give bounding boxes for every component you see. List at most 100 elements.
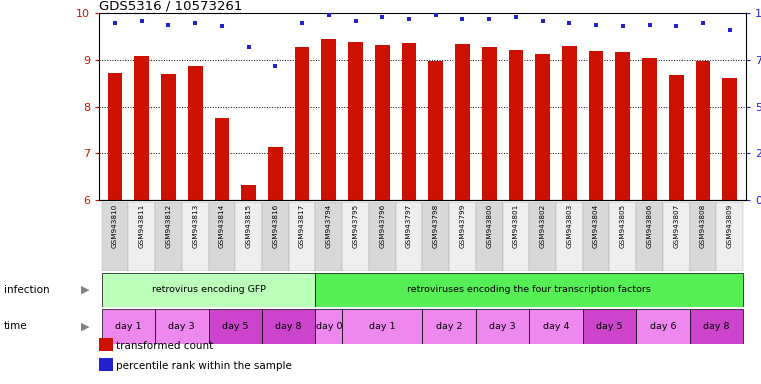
Bar [716, 202, 743, 271]
Bar [268, 147, 282, 200]
Bar [636, 202, 663, 271]
Text: GSM943800: GSM943800 [486, 204, 492, 248]
Text: GSM943809: GSM943809 [727, 204, 733, 248]
Bar [589, 51, 603, 200]
Text: GSM943815: GSM943815 [246, 204, 252, 248]
Bar [535, 54, 550, 200]
Bar [508, 50, 524, 200]
Text: day 4: day 4 [543, 322, 569, 331]
Text: GSM943810: GSM943810 [112, 204, 118, 248]
Bar [102, 309, 155, 344]
Bar [262, 309, 316, 344]
Bar [209, 202, 235, 271]
Text: GDS5316 / 10573261: GDS5316 / 10573261 [99, 0, 242, 12]
Bar [529, 202, 556, 271]
Text: day 8: day 8 [703, 322, 730, 331]
Bar [583, 309, 636, 344]
Text: GSM943816: GSM943816 [272, 204, 279, 248]
Bar [669, 75, 683, 200]
Text: day 1: day 1 [369, 322, 396, 331]
Bar [529, 309, 583, 344]
Bar [182, 202, 209, 271]
Bar [262, 202, 288, 271]
Text: retrovirus encoding GFP: retrovirus encoding GFP [151, 285, 266, 295]
Text: GSM943814: GSM943814 [219, 204, 225, 248]
Text: GSM943803: GSM943803 [566, 204, 572, 248]
Bar [556, 202, 583, 271]
Bar [642, 58, 657, 200]
Text: GSM943799: GSM943799 [460, 204, 466, 248]
Bar [422, 309, 476, 344]
Text: GSM943797: GSM943797 [406, 204, 412, 248]
Bar [342, 202, 369, 271]
Bar [689, 309, 743, 344]
Bar [316, 273, 743, 307]
Text: infection: infection [4, 285, 49, 295]
Text: GSM943804: GSM943804 [593, 204, 599, 248]
Bar [321, 39, 336, 200]
Text: day 8: day 8 [275, 322, 302, 331]
Bar [342, 309, 422, 344]
Bar [295, 47, 310, 200]
Text: GSM943807: GSM943807 [673, 204, 680, 248]
Bar [402, 43, 416, 200]
Text: day 5: day 5 [596, 322, 622, 331]
Text: day 6: day 6 [650, 322, 677, 331]
Bar [235, 202, 262, 271]
Bar [107, 73, 123, 200]
Bar [422, 202, 449, 271]
Bar [241, 185, 256, 200]
Text: GSM943795: GSM943795 [352, 204, 358, 248]
Bar [288, 202, 316, 271]
Text: day 3: day 3 [168, 322, 195, 331]
Bar [689, 202, 716, 271]
Bar [610, 202, 636, 271]
Bar [188, 66, 202, 200]
Bar [375, 45, 390, 200]
Text: retroviruses encoding the four transcription factors: retroviruses encoding the four transcrip… [407, 285, 651, 295]
Text: time: time [4, 321, 27, 331]
Text: GSM943817: GSM943817 [299, 204, 305, 248]
Text: day 3: day 3 [489, 322, 516, 331]
Text: GSM943813: GSM943813 [193, 204, 198, 248]
Bar [215, 118, 229, 200]
Bar [129, 202, 155, 271]
Text: transformed count: transformed count [116, 341, 214, 351]
Bar [663, 202, 689, 271]
Bar [455, 44, 470, 200]
Text: percentile rank within the sample: percentile rank within the sample [116, 361, 292, 371]
Bar [155, 309, 209, 344]
Bar [583, 202, 610, 271]
Bar [396, 202, 422, 271]
Bar [316, 309, 342, 344]
Text: GSM943805: GSM943805 [619, 204, 626, 248]
Bar [369, 202, 396, 271]
Bar [502, 202, 529, 271]
Bar [155, 202, 182, 271]
Bar [209, 309, 262, 344]
Bar [349, 42, 363, 200]
Text: ▶: ▶ [81, 321, 90, 331]
Bar [316, 202, 342, 271]
Text: GSM943812: GSM943812 [165, 204, 171, 248]
Bar [636, 309, 689, 344]
Bar [428, 61, 443, 200]
Text: GSM943806: GSM943806 [647, 204, 652, 248]
Text: GSM943801: GSM943801 [513, 204, 519, 248]
Text: GSM943811: GSM943811 [139, 204, 145, 248]
Bar [616, 51, 630, 200]
Bar [482, 48, 496, 200]
Bar [102, 202, 129, 271]
Bar [449, 202, 476, 271]
Bar [696, 61, 710, 200]
Text: GSM943808: GSM943808 [700, 204, 706, 248]
Text: day 1: day 1 [115, 322, 142, 331]
Text: day 0: day 0 [316, 322, 342, 331]
Bar [161, 74, 176, 200]
Text: ▶: ▶ [81, 285, 90, 295]
Bar [722, 78, 737, 200]
Bar [102, 273, 316, 307]
Bar [135, 56, 149, 200]
Text: GSM943794: GSM943794 [326, 204, 332, 248]
Text: GSM943802: GSM943802 [540, 204, 546, 248]
